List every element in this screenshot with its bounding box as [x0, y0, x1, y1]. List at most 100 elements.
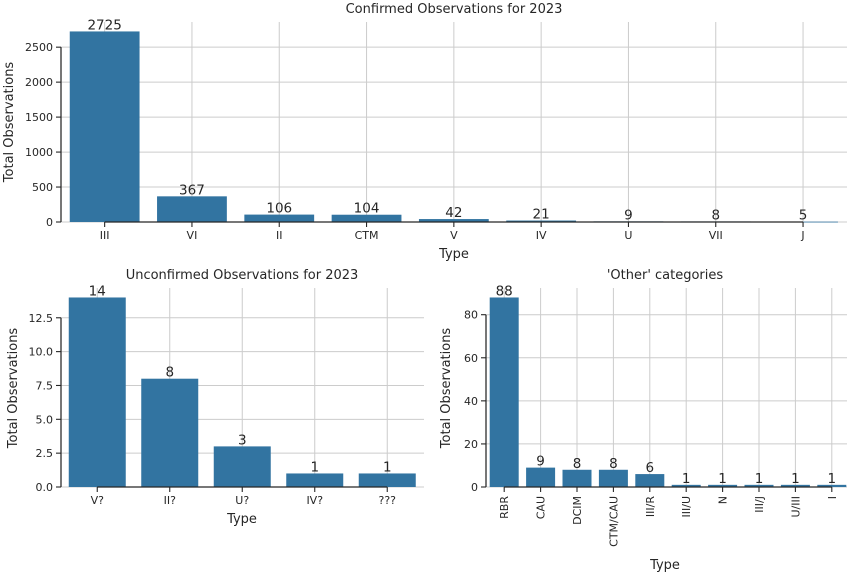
data-label: 1	[828, 471, 837, 487]
y-tick-label: 2.5	[36, 447, 54, 460]
y-tick-label: 20	[464, 438, 478, 451]
data-label: 21	[533, 207, 550, 223]
other-categories-chart: 'Other' categories Type Total Observatio…	[439, 268, 847, 573]
bar-CTM	[331, 214, 402, 222]
data-label: 3	[238, 432, 247, 448]
x-tick-label: III/U	[680, 496, 693, 518]
x-tick-label: U?	[235, 494, 249, 507]
y-axis-label: Total Observations	[2, 62, 17, 184]
x-tick-label: V	[450, 229, 458, 242]
bar-CTM/CAU	[598, 469, 628, 487]
x-tick-label: CTM	[355, 229, 379, 242]
x-tick-label: III	[100, 229, 110, 242]
x-tick-label: I	[826, 496, 839, 499]
chart-title: Unconfirmed Observations for 2023	[126, 268, 359, 283]
x-tick-label: U/III	[789, 496, 802, 518]
chart-title: 'Other' categories	[607, 268, 724, 283]
x-tick-label: J	[800, 229, 804, 242]
x-tick-label: III/R	[644, 496, 657, 517]
data-label: 367	[179, 182, 205, 198]
data-label: 6	[646, 460, 655, 476]
data-label: 88	[496, 283, 513, 299]
y-tick-label: 7.5	[36, 379, 54, 392]
x-axis-label: Type	[226, 512, 257, 527]
bar-IV	[506, 220, 577, 222]
data-label: 5	[799, 208, 808, 224]
y-ticks: 0 20 40 60 80	[464, 309, 486, 494]
y-tick-label: 2500	[25, 41, 53, 54]
bar-V?	[68, 297, 126, 487]
data-label: 9	[624, 207, 633, 223]
y-tick-label: 1500	[25, 111, 53, 124]
y-axis-label: Total Observations	[6, 328, 21, 450]
data-label: 8	[165, 365, 174, 381]
bar-III/J	[744, 484, 774, 487]
data-label: 14	[89, 283, 106, 299]
y-ticks: 0 500 1000 1500 2000 2500	[25, 41, 61, 229]
gridlines	[61, 22, 847, 223]
x-axis-label: Type	[438, 247, 469, 262]
x-tick-label: N	[717, 496, 730, 504]
x-tick-label: II?	[164, 494, 176, 507]
x-tick-label: CAU	[535, 496, 548, 519]
x-ticks: V? II? U? IV????	[91, 487, 396, 507]
data-label: 2725	[87, 17, 121, 33]
x-tick-label: DCIM	[571, 496, 584, 525]
bar-CAU	[526, 467, 556, 487]
y-tick-label: 0	[471, 481, 478, 494]
data-label: 9	[536, 454, 545, 470]
y-tick-label: 0.0	[36, 481, 54, 494]
bars	[68, 297, 416, 487]
bar-II?	[141, 378, 199, 487]
data-label: 1	[755, 471, 764, 487]
x-tick-label: VII	[709, 229, 723, 242]
data-labels: 889 8 8 61 1 1 1 1	[496, 283, 836, 486]
y-tick-label: 2000	[25, 76, 53, 89]
confirmed-observations-chart: Confirmed Observations for 2023 Type Tot…	[2, 2, 847, 262]
data-label: 106	[266, 201, 292, 217]
data-label: 8	[609, 456, 618, 472]
x-tick-label: III/J	[753, 496, 766, 513]
bar-DCIM	[562, 469, 592, 487]
bar-RBR	[489, 297, 519, 487]
bar-V	[418, 219, 489, 222]
x-tick-label: IV?	[306, 494, 323, 507]
y-tick-label: 12.5	[29, 312, 54, 325]
bar-III	[69, 31, 140, 223]
data-label: 42	[445, 205, 462, 221]
y-axis-label: Total Observations	[439, 328, 454, 450]
x-ticks: RBR CAU DCIM CTM/CAU III/R III/U N III/J U/III I	[498, 487, 839, 547]
y-tick-label: 0	[46, 216, 53, 229]
data-label: 8	[573, 456, 582, 472]
y-tick-label: 1000	[25, 146, 53, 159]
data-label: 8	[711, 207, 720, 223]
chart-title: Confirmed Observations for 2023	[346, 2, 563, 17]
y-tick-label: 80	[464, 309, 478, 322]
bar-U?	[213, 446, 271, 487]
bars	[489, 297, 847, 487]
x-ticks: III VI II CTM V IV U VII J	[100, 222, 805, 242]
y-tick-label: 10.0	[29, 346, 54, 359]
x-tick-label: V?	[91, 494, 105, 507]
data-labels: 2725 367 106 104 42 21 9 8 5	[87, 17, 807, 223]
x-tick-label: II	[276, 229, 283, 242]
data-label: 1	[682, 471, 691, 487]
bar-U/III	[780, 484, 810, 487]
bar-VI	[157, 196, 227, 222]
data-label: 1	[310, 459, 319, 475]
x-axis-label: Type	[649, 558, 680, 573]
y-tick-label: 40	[464, 395, 478, 408]
unconfirmed-observations-chart: Unconfirmed Observations for 2023 Type T…	[6, 268, 424, 527]
y-ticks: 0.0 2.5 5.0 7.5 10.0 12.5	[29, 312, 61, 494]
x-tick-label: VI	[187, 229, 198, 242]
bar-???	[358, 473, 416, 487]
x-tick-label: RBR	[498, 496, 511, 519]
y-tick-label: 5.0	[36, 413, 54, 426]
bar-II	[244, 214, 315, 222]
data-label: 104	[354, 201, 380, 217]
y-tick-label: 500	[32, 181, 53, 194]
bar-N	[708, 484, 738, 487]
x-tick-label: U	[624, 229, 632, 242]
x-tick-label: ???	[378, 494, 396, 507]
